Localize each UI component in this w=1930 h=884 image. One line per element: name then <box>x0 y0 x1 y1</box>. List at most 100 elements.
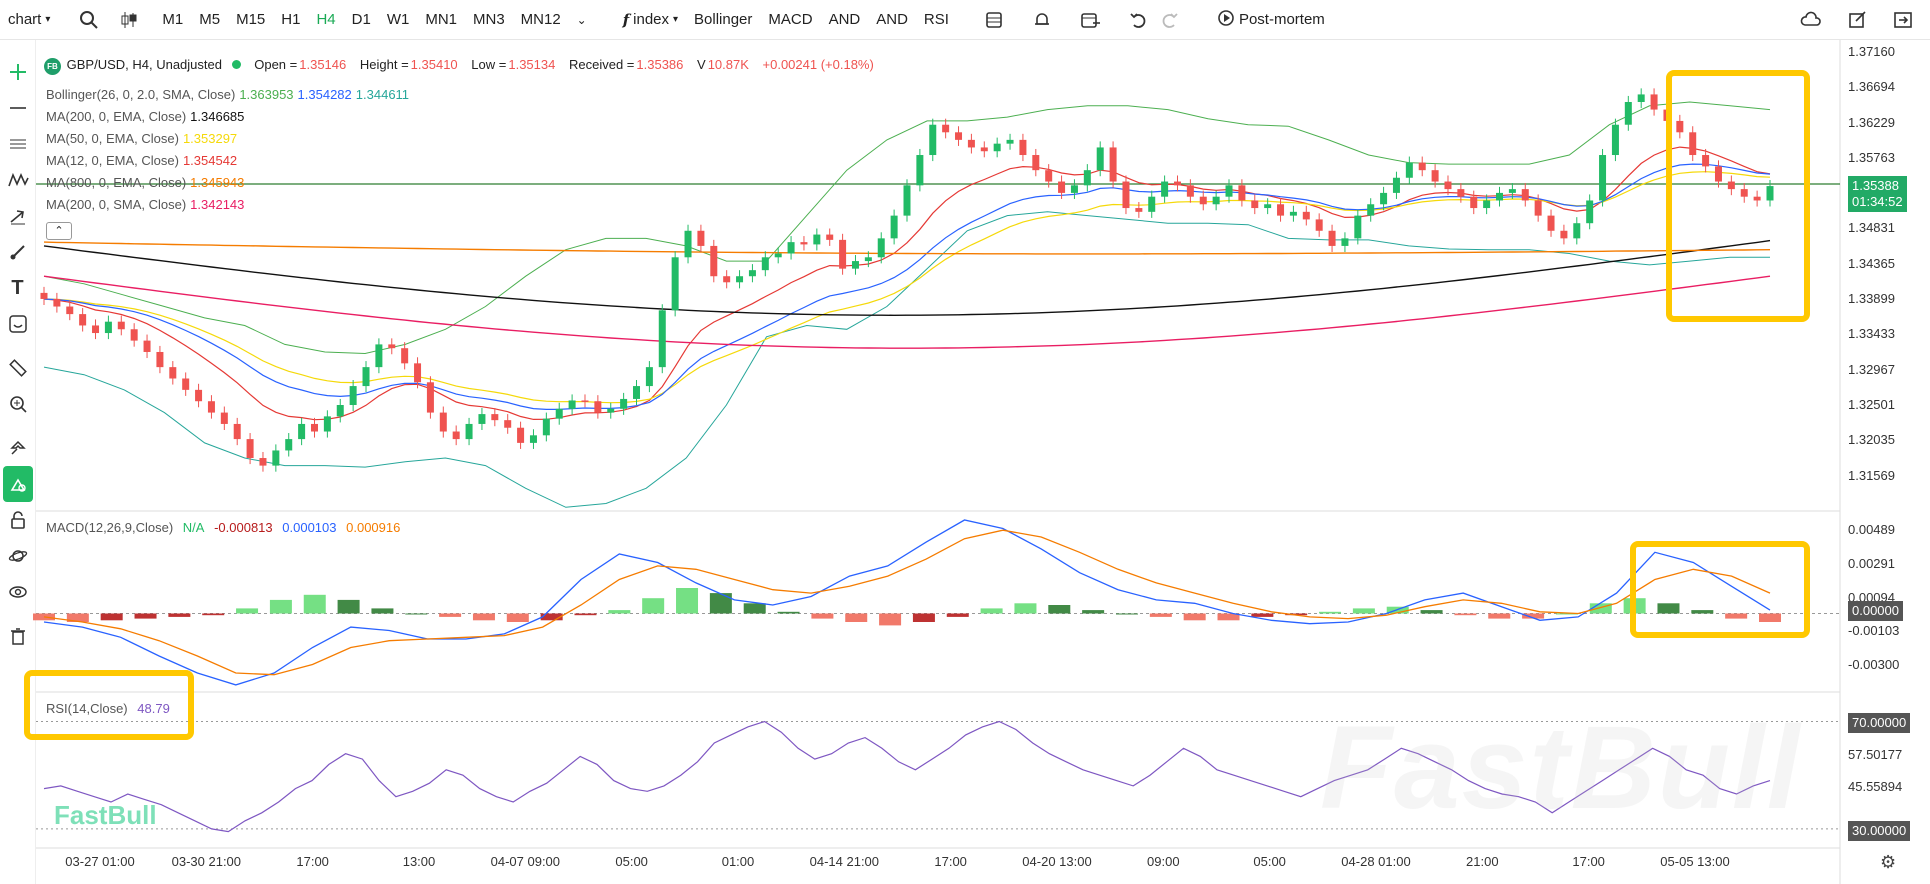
price-tick-label: 1.33433 <box>1848 326 1895 342</box>
indicator-legend-value: 1.345943 <box>190 175 245 190</box>
chevron-down-icon: ▾ <box>673 14 679 25</box>
indicator-bollinger-0[interactable]: Bollinger <box>694 11 753 28</box>
indicator-rsi-4[interactable]: RSI <box>923 11 949 28</box>
time-tick-label: 04-14 21:00 <box>809 854 880 869</box>
candle-body <box>1521 189 1529 201</box>
candle-body <box>839 239 847 269</box>
volume-label: V <box>697 57 706 72</box>
highlight-box-macd <box>1630 541 1810 638</box>
timeframe-mn12[interactable]: MN12 <box>520 11 561 28</box>
timeframe-mn1[interactable]: MN1 <box>425 11 457 28</box>
candle-body <box>1547 215 1555 231</box>
search-icon[interactable] <box>76 7 102 33</box>
open-value: 1.35146 <box>299 57 347 72</box>
candle-style-icon[interactable] <box>116 7 142 33</box>
timeframe-mn3[interactable]: MN3 <box>473 11 505 28</box>
low-label: Low = <box>471 57 507 72</box>
zoom-in-icon[interactable] <box>3 386 33 422</box>
chevron-down-icon[interactable]: ⌄ <box>576 12 587 27</box>
eye-icon[interactable] <box>3 574 33 610</box>
magnet-icon[interactable] <box>3 430 33 466</box>
candle-body <box>529 435 537 443</box>
orbit-icon[interactable] <box>3 538 33 574</box>
time-tick-label: 04-28 01:00 <box>1341 854 1411 869</box>
candle-body <box>1096 147 1104 171</box>
macd-hist-bar <box>946 613 969 617</box>
macd-signal-value: 0.000916 <box>346 520 401 535</box>
timeframe-h4[interactable]: H4 <box>316 11 336 28</box>
low-value: 1.35134 <box>508 57 556 72</box>
macd-hist-bar <box>980 608 1003 614</box>
close-value: 1.35386 <box>636 57 684 72</box>
arrow-tool-icon[interactable] <box>3 198 33 234</box>
macd-hist-bar <box>66 613 89 622</box>
ruler-icon[interactable] <box>3 350 33 386</box>
lock-icon[interactable] <box>3 502 33 538</box>
postmortem-button[interactable]: Post-mortem <box>1209 9 1333 31</box>
timeframe-m15[interactable]: M15 <box>236 11 266 28</box>
collapse-legend-button[interactable]: ⌃ <box>46 222 72 240</box>
indicator-and-3[interactable]: AND <box>876 11 908 28</box>
timeframe-h1[interactable]: H1 <box>281 11 301 28</box>
indicator-and-2[interactable]: AND <box>828 11 861 28</box>
candle-body <box>1702 155 1710 167</box>
candle-body <box>942 124 950 133</box>
macd-hist-bar <box>1725 613 1748 619</box>
calendar-icon[interactable] <box>1077 7 1103 33</box>
trash-icon[interactable] <box>3 618 33 654</box>
timeframe-w1[interactable]: W1 <box>386 11 410 28</box>
indicator-macd-1[interactable]: MACD <box>768 11 813 28</box>
chart-type-dropdown[interactable]: chart ▾ <box>0 11 58 28</box>
alert-icon[interactable] <box>1029 7 1055 33</box>
candle-body <box>851 261 859 269</box>
candle-body <box>1341 238 1349 246</box>
line-tool-icon[interactable] <box>3 90 33 126</box>
brush-icon[interactable] <box>3 234 33 270</box>
timeframe-m1[interactable]: M1 <box>162 11 184 28</box>
top-toolbar: chart ▾ M1 M5 M15 H1 H4 D1 W1 MN1 MN3 MN12 ⌄ f in… <box>0 0 1930 40</box>
candle-body <box>310 423 318 432</box>
candle-body <box>1199 196 1207 205</box>
candle-body <box>684 230 692 258</box>
rsi-tick-label: 57.50177 <box>1848 747 1903 763</box>
macd-hist-bar <box>168 613 191 617</box>
macd-hist-bar <box>1183 613 1206 621</box>
candle-body <box>1006 139 1014 144</box>
macd-hist-bar <box>1522 613 1545 619</box>
macd-hist-bar <box>1657 603 1680 614</box>
candle-body <box>967 139 975 148</box>
layout-icon[interactable] <box>981 7 1007 33</box>
wave-pattern-icon[interactable] <box>3 162 33 198</box>
change-value: +0.00241 (+0.18%) <box>762 57 874 72</box>
crosshair-icon[interactable] <box>3 54 33 90</box>
rsi-30-badge: 30.00000 <box>1848 821 1911 841</box>
collapse-panel-icon[interactable] <box>1890 7 1916 33</box>
lock-drawings-icon[interactable] <box>2 466 33 502</box>
timeframe-m5[interactable]: M5 <box>199 11 221 28</box>
candle-body <box>1676 120 1684 133</box>
redo-icon[interactable] <box>1157 7 1183 33</box>
candle-body <box>40 292 48 299</box>
cloud-icon[interactable] <box>1798 7 1824 33</box>
settings-gear-icon[interactable]: ⚙ <box>1880 852 1897 872</box>
timeframe-d1[interactable]: D1 <box>351 11 371 28</box>
external-link-icon[interactable] <box>1844 7 1870 33</box>
symbol-label: GBP/USD, H4, Unadjusted <box>66 57 222 72</box>
high-value: 1.35410 <box>410 57 458 72</box>
text-tool-icon[interactable]: T <box>11 276 24 299</box>
undo-icon[interactable] <box>1125 7 1151 33</box>
candle-body <box>877 238 885 258</box>
ma800-ema-line <box>43 241 1771 255</box>
macd-hist-bar <box>472 613 495 621</box>
candle-body <box>1689 132 1697 156</box>
macd-hist-bar <box>811 613 834 619</box>
macd-hist-bar <box>608 610 631 614</box>
macd-label: MACD(12,26,9,Close) <box>46 520 174 535</box>
indicator-legends: Bollinger(26, 0, 2.0, SMA, Close) 1.36395… <box>46 84 409 216</box>
macd-hist-bar <box>1759 613 1781 622</box>
candle-body <box>929 124 937 156</box>
emoji-icon[interactable] <box>3 306 33 342</box>
hlines-icon[interactable] <box>3 126 33 162</box>
index-dropdown[interactable]: f index ▾ <box>615 11 686 29</box>
